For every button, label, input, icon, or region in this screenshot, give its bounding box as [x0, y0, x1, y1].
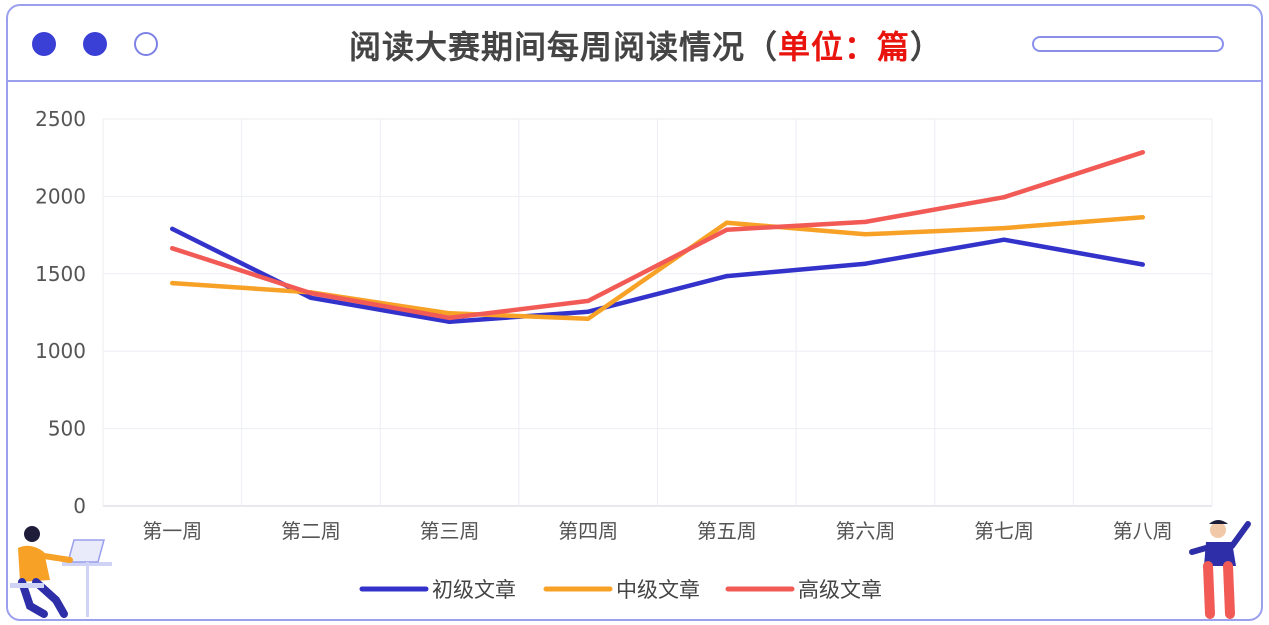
series-lines	[170, 150, 1145, 325]
window-dot-2	[83, 32, 107, 56]
x-tick-label: 第四周	[558, 519, 618, 543]
data-point	[863, 219, 868, 225]
x-tick-label: 第三周	[420, 519, 480, 543]
y-tick-label: 1500	[35, 262, 86, 286]
data-point	[585, 309, 591, 314]
series-line-3	[170, 150, 1145, 321]
chart-title: 阅读大赛期间每周阅读情况（单位：篇）	[348, 28, 944, 66]
data-point	[170, 280, 175, 286]
data-point	[447, 315, 452, 321]
grid	[102, 118, 1213, 507]
data-point	[585, 298, 591, 304]
data-point	[724, 273, 730, 279]
person-laptop-illustration	[10, 526, 112, 618]
y-tick-label: 500	[48, 417, 86, 441]
card-header: 阅读大赛期间每周阅读情况（单位：篇）	[6, 4, 1263, 82]
x-axis: 第一周 第二周 第三周 第四周 第五周 第六周 第七周 第八周	[142, 519, 1172, 543]
y-tick-label: 0	[73, 494, 86, 518]
y-tick-label: 1000	[35, 339, 86, 363]
legend-label-1: 初级文章	[432, 578, 516, 602]
data-point	[724, 227, 730, 232]
series-line-1	[170, 226, 1145, 325]
data-point	[170, 246, 175, 251]
legend: 初级文章 中级文章 高级文章	[359, 578, 882, 602]
window-dot-1	[32, 32, 56, 56]
x-tick-label: 第二周	[281, 519, 341, 543]
header-pill-decoration	[1032, 36, 1224, 52]
data-point	[724, 220, 730, 225]
data-point	[1001, 194, 1007, 200]
data-point	[585, 316, 591, 321]
data-point	[863, 232, 868, 237]
data-point	[170, 226, 175, 232]
data-point	[1140, 150, 1145, 155]
window-dot-3	[134, 32, 158, 56]
legend-label-3: 高级文章	[798, 578, 882, 602]
data-point	[1140, 215, 1145, 220]
x-tick-label: 第五周	[697, 519, 757, 543]
data-point	[1001, 225, 1007, 231]
data-point	[447, 311, 452, 316]
y-tick-label: 2500	[35, 107, 86, 131]
data-point	[308, 290, 314, 296]
x-tick-label: 第一周	[142, 519, 202, 543]
waving-person-illustration	[1189, 520, 1251, 619]
y-tick-label: 2000	[35, 184, 86, 208]
x-tick-label: 第六周	[835, 519, 895, 543]
y-axis: 0 500 1000 1500 2000 2500	[35, 107, 86, 518]
data-point	[1001, 237, 1007, 242]
x-tick-label: 第七周	[974, 519, 1034, 543]
legend-label-2: 中级文章	[616, 578, 700, 602]
card-frame	[6, 4, 1263, 621]
data-point	[308, 295, 314, 300]
data-point	[447, 319, 452, 324]
data-point	[1140, 262, 1145, 267]
x-tick-label: 第八周	[1113, 519, 1173, 543]
data-point	[863, 261, 868, 266]
